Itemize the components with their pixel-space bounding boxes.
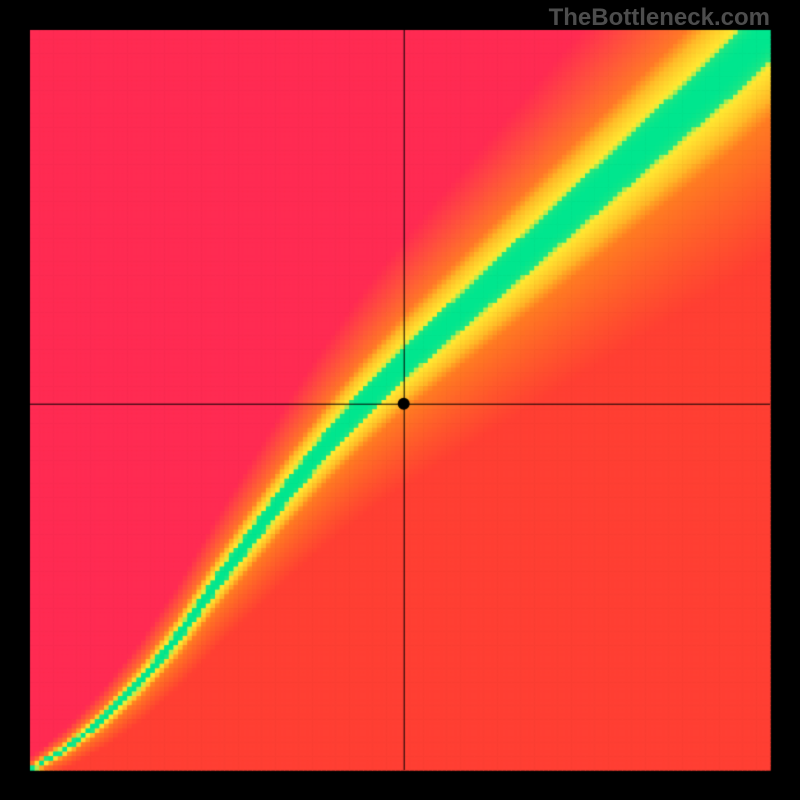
bottleneck-heatmap [0,0,800,800]
watermark-text: TheBottleneck.com [549,4,770,32]
